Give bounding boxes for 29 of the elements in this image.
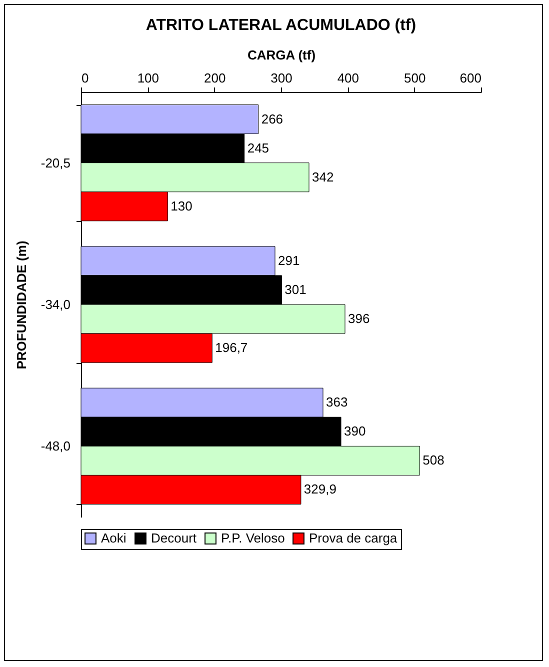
chart-title: ATRITO LATERAL ACUMULADO (tf) bbox=[146, 17, 416, 34]
x-tick-label: 600 bbox=[460, 70, 482, 86]
data-label: 363 bbox=[326, 394, 348, 410]
x-tick-label: 500 bbox=[404, 70, 426, 86]
y-tick-label: -48,0 bbox=[40, 438, 70, 454]
data-label: 508 bbox=[422, 452, 444, 468]
data-label: 130 bbox=[170, 198, 192, 214]
data-label: 266 bbox=[261, 111, 284, 126]
data-label: 245 bbox=[247, 140, 270, 156]
legend-label: Prova de carga bbox=[309, 530, 398, 546]
legend-label: Decourt bbox=[151, 530, 197, 546]
x-axis-title: CARGA (tf) bbox=[247, 48, 316, 62]
x-tick-label: 400 bbox=[337, 70, 360, 86]
x-tick-label: 100 bbox=[137, 70, 160, 86]
data-label: 291 bbox=[278, 252, 300, 268]
data-label: 390 bbox=[344, 424, 366, 439]
data-label: 342 bbox=[312, 169, 334, 184]
x-tick-label: 0 bbox=[82, 70, 89, 86]
data-label: 301 bbox=[284, 282, 306, 297]
y-tick-label: -34,0 bbox=[40, 297, 70, 312]
x-tick-label: 300 bbox=[270, 70, 292, 86]
data-label: 196,7 bbox=[215, 340, 248, 356]
legend-label: P.P. Veloso bbox=[221, 530, 285, 546]
x-tick-label: 200 bbox=[204, 70, 226, 86]
legend-label: Aoki bbox=[101, 530, 126, 546]
data-label: 396 bbox=[348, 311, 370, 326]
y-axis-title: PROFUNDIDADE (m) bbox=[14, 240, 29, 370]
data-label: 329,9 bbox=[304, 482, 336, 497]
y-tick-label: -20,5 bbox=[40, 155, 70, 170]
